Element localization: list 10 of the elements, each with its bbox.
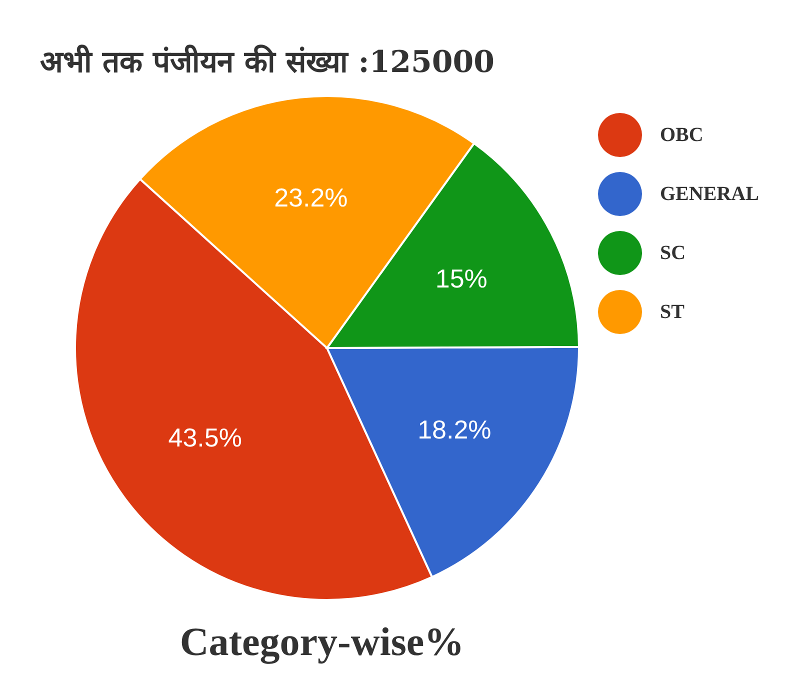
legend-label: GENERAL — [660, 183, 759, 205]
data-label: 23.2% — [274, 182, 348, 213]
chart-title: अभी तक पंजीयन की संख्या :125000 — [40, 44, 495, 80]
data-label: 18.2% — [418, 414, 492, 444]
data-label: 15% — [435, 264, 488, 294]
legend-label: SC — [660, 242, 686, 264]
legend-label: ST — [660, 301, 686, 323]
legend-label: OBC — [660, 124, 704, 146]
text: Category-wise% — [180, 619, 464, 664]
data-label: 43.5% — [168, 422, 242, 452]
